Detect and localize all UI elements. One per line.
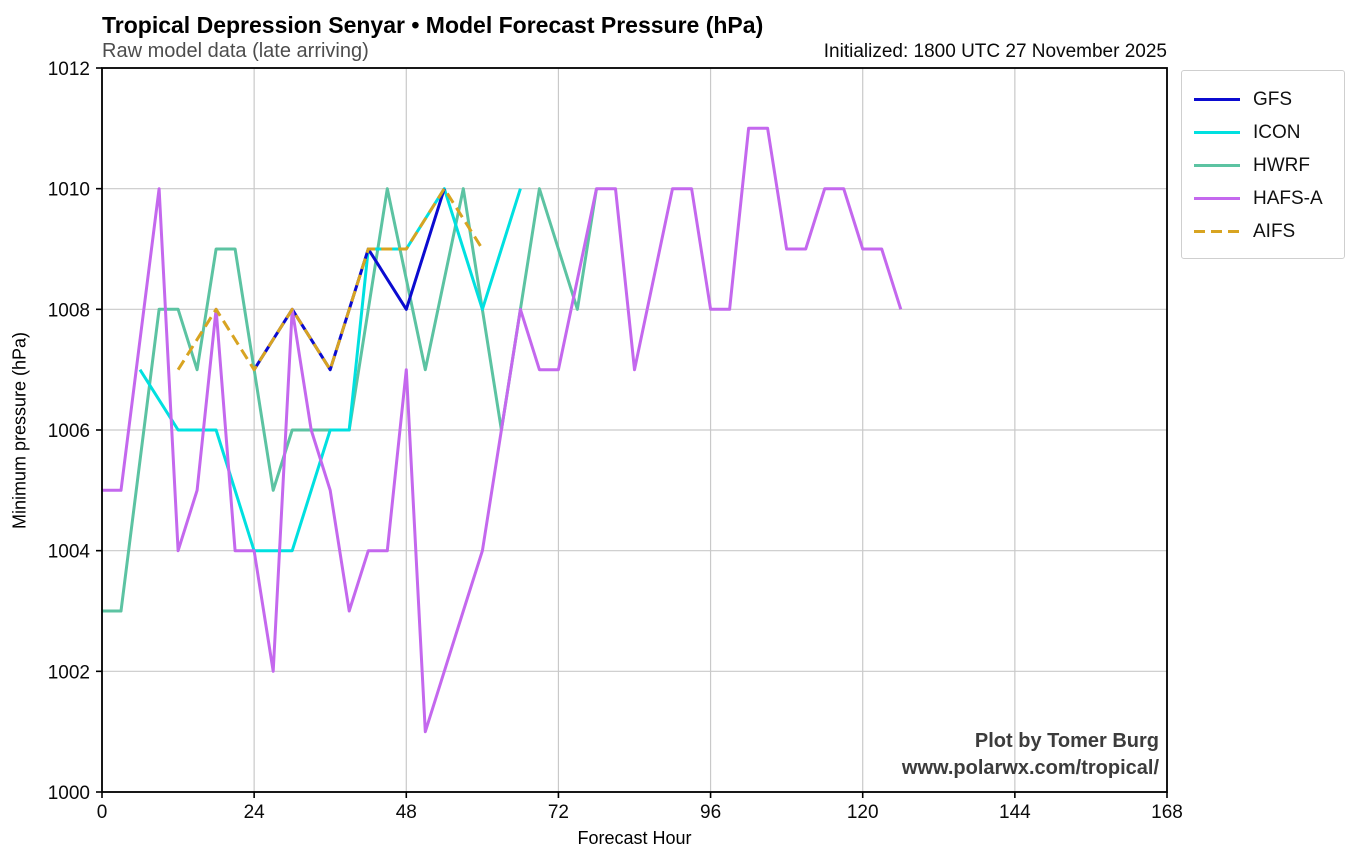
x-tick-label: 0: [97, 802, 108, 823]
y-axis-label: Minimum pressure (hPa): [9, 331, 30, 530]
gfs-line-swatch: [1194, 98, 1240, 101]
x-tick-label: 24: [244, 802, 266, 823]
y-tick-label: 1010: [48, 180, 90, 201]
legend-label: AIFS: [1253, 220, 1296, 242]
legend-label: GFS: [1253, 88, 1293, 110]
y-tick-label: 1012: [48, 59, 90, 80]
legend-label: ICON: [1253, 121, 1301, 143]
x-tick-label: 168: [1151, 802, 1183, 823]
aifs-line-swatch: [1194, 230, 1240, 233]
legend: GFS ICON HWRF HAFS-A AIFS: [1181, 70, 1345, 259]
chart-subtitle: Raw model data (late arriving): [102, 40, 369, 62]
x-tick-label: 72: [548, 802, 569, 823]
legend-item-hafs-a: HAFS-A: [1194, 182, 1334, 215]
legend-item-aifs: AIFS: [1194, 215, 1334, 248]
watermark-url: www.polarwx.com/tropical/: [901, 757, 1159, 779]
y-tick-label: 1000: [48, 783, 90, 804]
init-time-label: Initialized: 1800 UTC 27 November 2025: [823, 41, 1167, 62]
x-tick-label: 144: [999, 802, 1031, 823]
y-tick-label: 1008: [48, 300, 90, 321]
legend-item-hwrf: HWRF: [1194, 149, 1334, 182]
y-tick-label: 1004: [48, 542, 91, 563]
legend-label: HWRF: [1253, 154, 1310, 176]
y-tick-label: 1006: [48, 421, 90, 442]
hafs-a-line-swatch: [1194, 197, 1240, 200]
hwrf-line-swatch: [1194, 164, 1240, 167]
series-line-aifs: [176, 187, 484, 372]
series-line-gfs: [252, 188, 446, 372]
series-line-hwrf: [102, 187, 598, 613]
watermark: Plot by Tomer Burg www.polarwx.com/tropi…: [902, 728, 1159, 782]
legend-item-icon: ICON: [1194, 116, 1334, 149]
x-axis-label: Forecast Hour: [577, 828, 692, 848]
watermark-author: Plot by Tomer Burg: [974, 730, 1159, 752]
legend-label: HAFS-A: [1253, 187, 1323, 209]
page-title: Tropical Depression Senyar • Model Forec…: [102, 12, 764, 38]
icon-line-swatch: [1194, 131, 1240, 134]
legend-item-gfs: GFS: [1194, 83, 1334, 116]
x-tick-label: 96: [700, 802, 721, 823]
series-line-hafs-a: [102, 126, 903, 734]
y-tick-label: 1002: [48, 662, 90, 683]
x-tick-label: 48: [396, 802, 417, 823]
series-line-icon: [138, 187, 522, 553]
x-tick-label: 120: [847, 802, 879, 823]
